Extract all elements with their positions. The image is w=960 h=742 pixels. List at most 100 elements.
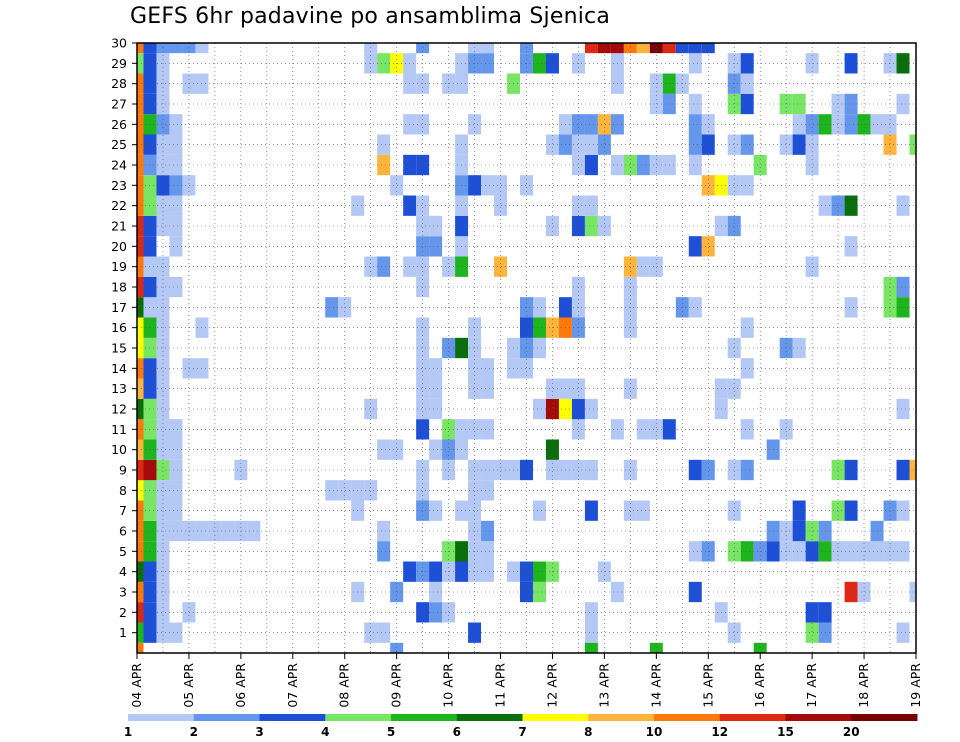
heatmap-cell xyxy=(727,175,741,196)
legend-swatch xyxy=(259,714,326,721)
x-tick-label: 04 APR xyxy=(129,663,144,708)
heatmap-cell xyxy=(137,276,144,298)
heatmap-cell xyxy=(182,175,196,196)
heatmap-cell xyxy=(156,398,170,420)
heatmap-cell xyxy=(416,215,430,237)
heatmap-cell xyxy=(520,358,533,379)
heatmap-cell xyxy=(137,134,144,155)
heatmap-cell xyxy=(805,154,819,176)
y-tick-label: 2 xyxy=(119,605,127,620)
heatmap-cell xyxy=(701,236,715,257)
heatmap-cell xyxy=(481,480,495,501)
heatmap-cell xyxy=(137,561,144,582)
legend-swatch xyxy=(851,714,918,721)
x-tick-label: 12 APR xyxy=(544,663,559,708)
y-tick-label: 29 xyxy=(111,56,127,71)
heatmap-cell xyxy=(740,175,754,196)
heatmap-cell xyxy=(169,439,183,460)
heatmap-cell xyxy=(701,43,715,54)
heatmap-cell xyxy=(584,642,598,653)
heatmap-cell xyxy=(896,398,910,420)
legend-swatch xyxy=(456,714,523,721)
heatmap-cell xyxy=(805,622,819,643)
heatmap-cell xyxy=(156,195,170,216)
heatmap-cell xyxy=(909,581,916,603)
legend-swatch xyxy=(128,714,195,721)
heatmap-cell xyxy=(468,480,482,501)
heatmap-cell xyxy=(805,134,819,155)
y-tick-label: 11 xyxy=(111,422,127,437)
heatmap-cell xyxy=(623,43,637,54)
heatmap-cell xyxy=(740,73,754,94)
x-tick-label: 07 APR xyxy=(285,663,300,708)
heatmap-cell xyxy=(416,419,430,440)
x-tick-label: 06 APR xyxy=(233,663,248,708)
heatmap-cell xyxy=(481,175,495,196)
heatmap-cell xyxy=(571,114,585,135)
heatmap-cell xyxy=(584,398,598,420)
heatmap-cell xyxy=(481,419,495,440)
heatmap-cell xyxy=(520,43,533,54)
heatmap-cell xyxy=(468,175,482,196)
heatmap-cell xyxy=(442,459,456,481)
heatmap-cell xyxy=(571,419,585,440)
heatmap-cell xyxy=(896,53,910,74)
heatmap-cell xyxy=(156,43,170,54)
heatmap-cell xyxy=(623,378,637,399)
heatmap-cell xyxy=(169,520,183,542)
heatmap-cell xyxy=(688,114,702,135)
heatmap-cell xyxy=(377,256,391,277)
legend-label: 8 xyxy=(584,725,592,739)
heatmap-cell xyxy=(137,358,144,379)
heatmap-cell xyxy=(390,175,404,196)
heatmap-cell xyxy=(636,419,650,440)
heatmap-cell xyxy=(792,500,806,521)
heatmap-cell xyxy=(896,93,910,115)
heatmap-cell xyxy=(896,500,910,521)
heatmap-cell xyxy=(649,154,663,176)
heatmap-cell xyxy=(792,520,806,542)
legend-label: 7 xyxy=(518,725,526,739)
heatmap-cell xyxy=(584,195,598,216)
y-tick-label: 18 xyxy=(111,280,127,295)
heatmap-cell xyxy=(137,53,144,74)
heatmap-cell xyxy=(520,459,533,481)
y-tick-label: 4 xyxy=(119,564,127,579)
heatmap-cell xyxy=(688,236,702,257)
heatmap-cell xyxy=(156,215,170,237)
heatmap-cell xyxy=(494,195,508,216)
heatmap-cell xyxy=(416,459,430,481)
heatmap-cell xyxy=(571,459,585,481)
heatmap-cell xyxy=(156,256,170,277)
heatmap-cell xyxy=(727,215,741,237)
x-tick-label: 11 APR xyxy=(493,663,508,708)
heatmap-cell xyxy=(805,256,819,277)
heatmap-cell xyxy=(494,256,508,277)
heatmap-cell xyxy=(137,459,144,481)
heatmap-cell xyxy=(429,602,443,623)
y-tick-label: 6 xyxy=(119,524,127,539)
heatmap-cell xyxy=(532,337,546,359)
heatmap-cell xyxy=(429,561,443,582)
heatmap-cell xyxy=(377,520,391,542)
heatmap-cell xyxy=(364,480,378,501)
heatmap-cell xyxy=(416,43,430,54)
heatmap-cell xyxy=(468,43,482,54)
heatmap-cell xyxy=(137,43,144,54)
legend-swatch xyxy=(522,714,589,721)
heatmap-cell xyxy=(137,256,144,277)
heatmap-cell xyxy=(429,500,443,521)
heatmap-cell xyxy=(429,439,443,460)
heatmap-cell xyxy=(169,43,183,54)
heatmap-cell xyxy=(364,256,378,277)
heatmap-cell xyxy=(844,297,858,318)
heatmap-cell xyxy=(137,398,144,420)
heatmap-cell xyxy=(377,439,391,460)
heatmap-cell xyxy=(156,459,170,481)
heatmap-cell xyxy=(688,134,702,155)
heatmap-cell xyxy=(137,480,144,501)
heatmap-cell xyxy=(857,114,871,135)
heatmap-cell xyxy=(429,581,443,603)
heatmap-cell xyxy=(883,114,897,135)
